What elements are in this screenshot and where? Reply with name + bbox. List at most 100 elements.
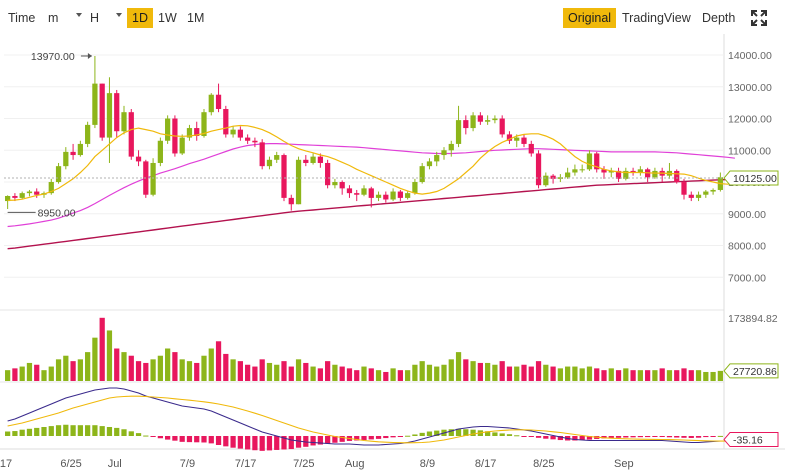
volume-bar — [434, 366, 440, 381]
view-tradingview-button[interactable]: TradingView — [622, 11, 691, 25]
candle — [521, 137, 527, 144]
volume-bar — [157, 355, 163, 381]
indicator-current-label: -35.16 — [733, 435, 763, 447]
price-tick-label: 8000.00 — [728, 241, 766, 253]
candle — [455, 120, 462, 144]
x-tick-label: 6/25 — [60, 458, 81, 470]
volume-bar — [514, 366, 520, 381]
candle — [34, 191, 40, 195]
candle — [157, 140, 163, 163]
x-tick-label: Jul — [108, 458, 122, 470]
indicator-histogram-bar — [266, 436, 273, 451]
candle — [528, 143, 534, 154]
candle — [106, 93, 113, 138]
indicator-histogram-bar — [230, 436, 236, 448]
indicator-histogram-bar — [128, 431, 134, 436]
candle — [688, 194, 694, 198]
hour-interval-dropdown[interactable]: H — [90, 8, 99, 28]
candle — [514, 137, 520, 141]
volume-bar — [703, 371, 709, 381]
view-original-button[interactable]: Original — [563, 8, 617, 28]
indicator-histogram-bar — [659, 436, 665, 437]
indicator-histogram-bar — [579, 436, 585, 441]
interval-1d-button[interactable]: 1D — [127, 8, 153, 28]
candle — [506, 134, 513, 141]
volume-bar — [383, 371, 389, 381]
current-price-label: 10125.00 — [733, 173, 777, 185]
indicator-histogram-bar — [543, 436, 549, 439]
candle — [77, 143, 83, 156]
indicator-histogram-bar — [695, 436, 702, 438]
candle — [121, 112, 127, 132]
candle — [128, 112, 134, 157]
volume-bar — [615, 370, 622, 381]
indicator-histogram-bar — [412, 434, 418, 436]
indicator-histogram-bar — [135, 433, 142, 436]
candle — [630, 170, 636, 173]
x-tick-label: 8/9 — [420, 458, 435, 470]
ma-short-line — [7, 124, 735, 201]
indicator-histogram-bar — [354, 436, 360, 441]
volume-bar — [674, 370, 680, 381]
ma-mid-line — [7, 143, 735, 228]
indicator-histogram-bar — [383, 436, 389, 439]
volume-bar — [150, 359, 156, 381]
view-depth-button[interactable]: Depth — [702, 11, 736, 25]
candle — [695, 194, 702, 198]
x-tick-label: Aug — [345, 458, 365, 470]
volume-bar — [339, 366, 345, 381]
indicator-histogram-bar — [19, 429, 25, 436]
candle — [19, 193, 25, 198]
volume-bar — [455, 352, 462, 381]
candle — [48, 182, 54, 194]
volume-bar — [557, 368, 563, 381]
minute-interval-dropdown[interactable]: m — [48, 8, 58, 28]
volume-bar — [681, 368, 687, 381]
expand-icon[interactable] — [750, 9, 768, 27]
indicator-histogram-bar — [674, 436, 680, 438]
indicator-histogram-bar — [194, 436, 200, 443]
candle — [281, 155, 287, 198]
volume-bar — [106, 330, 113, 381]
indicator-signal-line — [7, 395, 735, 444]
indicator-histogram-bar — [252, 436, 258, 451]
volume-bar — [143, 362, 149, 381]
candle — [201, 112, 207, 136]
indicator-histogram-bar — [106, 427, 113, 436]
candle — [303, 159, 309, 163]
price-tick-label: 13000.00 — [728, 82, 772, 94]
candle — [397, 191, 403, 198]
volume-bar — [594, 368, 600, 381]
chart-toolbar: Time m H 1D 1W 1M Original TradingView D… — [0, 0, 785, 34]
volume-bar — [623, 368, 629, 381]
indicator-macd-line — [7, 387, 721, 446]
indicator-histogram-bar — [557, 436, 563, 441]
indicator-histogram-bar — [259, 436, 265, 451]
volume-bar — [506, 366, 513, 381]
volume-current-label: 27720.86 — [733, 366, 777, 378]
volume-bar — [288, 366, 294, 381]
candle — [681, 182, 687, 195]
price-chart[interactable]: 14000.0013000.0012000.0011000.0010000.00… — [0, 34, 785, 475]
interval-1m-button[interactable]: 1M — [187, 11, 205, 25]
x-tick-label: 7/17 — [235, 458, 256, 470]
volume-bar — [55, 359, 62, 381]
volume-bar — [121, 352, 127, 381]
interval-1w-button[interactable]: 1W — [158, 11, 177, 25]
volume-bar — [710, 371, 716, 381]
volume-bar — [259, 359, 265, 381]
volume-bar — [608, 368, 614, 381]
candle — [550, 175, 556, 179]
price-tick-label: 9000.00 — [728, 209, 766, 221]
candle — [92, 83, 98, 125]
indicator-histogram-bar — [492, 432, 498, 436]
candle — [55, 166, 62, 183]
indicator-histogram-bar — [186, 436, 193, 443]
candle — [463, 120, 469, 129]
indicator-histogram-bar — [645, 436, 651, 438]
volume-bar — [346, 368, 353, 381]
volume-bar — [659, 368, 665, 381]
indicator-histogram-bar — [85, 425, 91, 436]
indicator-histogram-bar — [114, 427, 120, 436]
volume-bar — [601, 370, 607, 381]
